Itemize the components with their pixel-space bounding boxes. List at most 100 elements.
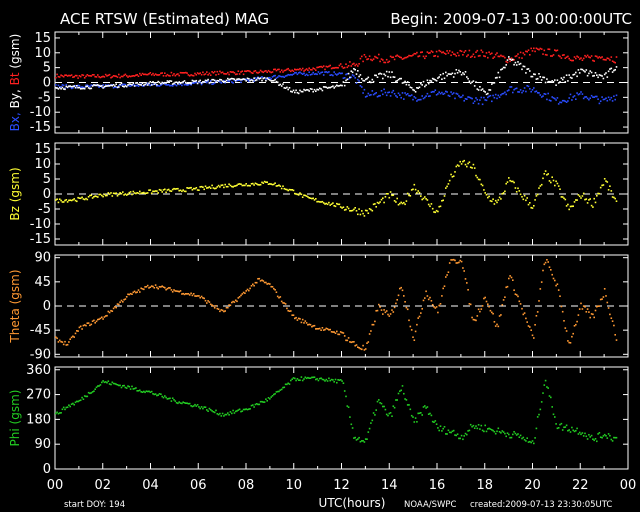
data-point [188, 402, 191, 405]
data-point [526, 321, 528, 323]
data-point [291, 91, 293, 93]
data-point [576, 320, 578, 323]
data-point [77, 77, 79, 79]
data-point [613, 61, 615, 63]
data-point [227, 412, 229, 414]
data-point [345, 63, 347, 65]
data-point [266, 77, 268, 79]
data-point [529, 440, 531, 443]
data-point [82, 198, 85, 200]
data-point [146, 73, 149, 76]
data-point [487, 303, 489, 305]
data-point [375, 56, 377, 59]
data-point [97, 196, 99, 198]
data-point [515, 434, 518, 436]
data-point [177, 402, 179, 405]
data-point [307, 89, 309, 91]
data-point [317, 66, 320, 69]
data-point [145, 73, 148, 76]
data-point [165, 84, 167, 86]
data-point [514, 432, 517, 435]
data-point [161, 83, 163, 85]
data-point [324, 328, 326, 331]
data-point [607, 96, 610, 99]
data-point [593, 316, 595, 319]
data-point [417, 412, 419, 415]
data-point [300, 376, 303, 378]
data-point [412, 188, 414, 191]
data-point [118, 384, 120, 387]
data-point [471, 316, 473, 319]
data-point [69, 85, 71, 87]
data-point [383, 61, 385, 64]
data-point [56, 87, 58, 89]
data-point [61, 408, 64, 411]
data-point [82, 74, 85, 77]
data-point [103, 85, 106, 88]
data-point [153, 190, 156, 193]
data-point [500, 198, 502, 200]
data-point [106, 314, 108, 317]
data-point [157, 84, 159, 87]
data-point [547, 261, 549, 263]
data-point [106, 194, 108, 197]
data-point [557, 289, 560, 291]
data-point [448, 50, 451, 52]
data-point [443, 77, 446, 80]
data-point [347, 207, 350, 210]
data-point [301, 67, 304, 70]
data-point [187, 293, 190, 295]
data-point [77, 330, 79, 332]
data-point [112, 84, 115, 86]
data-point [111, 195, 114, 197]
data-point [563, 426, 565, 429]
data-point [578, 58, 581, 60]
data-point [441, 91, 443, 94]
data-point [58, 198, 61, 200]
data-point [389, 412, 392, 414]
data-point [311, 88, 313, 90]
data-point [569, 431, 572, 433]
data-point [572, 96, 574, 98]
data-point [111, 84, 114, 86]
data-point [431, 420, 434, 423]
data-point [418, 191, 421, 194]
data-point [325, 86, 328, 89]
data-point [97, 84, 99, 86]
data-point [233, 72, 236, 74]
data-point [123, 83, 125, 86]
data-point [97, 385, 99, 387]
data-point [588, 199, 590, 201]
data-point [74, 74, 77, 77]
data-point [317, 200, 320, 203]
data-point [576, 92, 578, 94]
data-point [513, 431, 515, 433]
data-point [551, 55, 553, 57]
data-point [107, 192, 110, 194]
data-point [434, 211, 437, 214]
data-point [173, 187, 175, 190]
data-point [393, 200, 396, 202]
data-point [384, 91, 387, 94]
data-point [564, 327, 567, 329]
data-point [573, 325, 576, 327]
data-point [586, 308, 589, 310]
data-point [173, 399, 175, 401]
data-point [297, 379, 300, 381]
data-point [426, 199, 429, 201]
data-point [219, 81, 221, 83]
data-point [276, 68, 279, 71]
data-point [128, 75, 131, 77]
data-point [557, 54, 560, 57]
data-point [614, 334, 616, 336]
data-point [250, 285, 253, 287]
data-point [362, 344, 364, 347]
data-point [178, 83, 180, 86]
data-point [338, 203, 341, 206]
data-point [512, 279, 514, 281]
data-point [224, 73, 226, 75]
data-point [396, 299, 398, 301]
data-point [410, 55, 413, 57]
data-point [162, 286, 165, 288]
data-point [577, 69, 580, 71]
